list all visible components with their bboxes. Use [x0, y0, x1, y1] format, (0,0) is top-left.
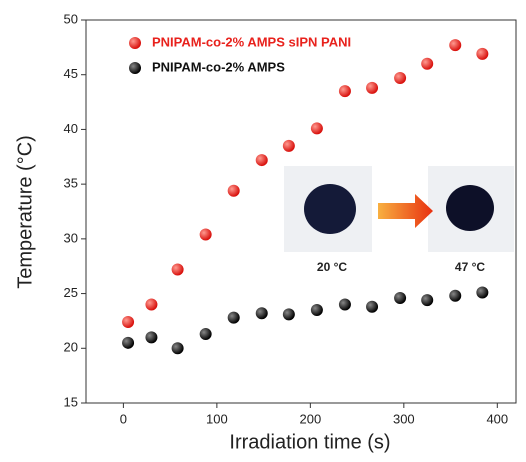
point — [171, 342, 184, 355]
point — [282, 308, 295, 321]
legend-marker — [129, 62, 141, 74]
y-tick-label: 20 — [64, 340, 78, 355]
point — [421, 57, 434, 70]
point — [282, 139, 295, 152]
x-tick-label: 100 — [206, 411, 228, 426]
point — [449, 39, 462, 52]
y-axis-label: Temperature (°C) — [14, 135, 36, 289]
point — [255, 154, 268, 167]
x-tick-label: 300 — [393, 411, 415, 426]
point — [421, 294, 434, 307]
point — [394, 71, 407, 84]
point — [310, 303, 323, 316]
x-axis-label: Irradiation time (s) — [229, 431, 390, 453]
point — [145, 298, 158, 311]
point — [476, 47, 489, 60]
legend-marker — [129, 37, 141, 49]
point — [199, 328, 212, 341]
point — [366, 300, 379, 313]
x-tick-label: 200 — [299, 411, 321, 426]
y-tick-label: 35 — [64, 176, 78, 191]
annotation: 20 °C — [317, 260, 347, 274]
point — [394, 291, 407, 304]
point — [227, 311, 240, 324]
point — [449, 289, 462, 302]
y-tick-label: 50 — [64, 11, 78, 26]
legend-label: PNIPAM-co-2% AMPS — [152, 59, 285, 74]
plot-frame — [85, 19, 517, 404]
y-tick-label: 25 — [64, 285, 78, 300]
x-tick-label: 400 — [486, 411, 508, 426]
point — [199, 228, 212, 241]
y-tick-label: 15 — [64, 394, 78, 409]
point — [122, 316, 135, 329]
point — [476, 286, 489, 299]
x-tick-label: 0 — [120, 411, 127, 426]
point — [338, 298, 351, 311]
point — [310, 122, 323, 135]
point — [227, 184, 240, 197]
point — [255, 307, 268, 320]
point — [171, 263, 184, 276]
annotation: 47 °C — [455, 260, 485, 274]
y-tick-label: 45 — [64, 66, 78, 81]
point — [338, 85, 351, 98]
inset-photo — [284, 166, 514, 252]
point — [145, 331, 158, 344]
point — [122, 336, 135, 349]
point — [366, 81, 379, 94]
y-tick-label: 40 — [64, 121, 78, 136]
legend-label: PNIPAM-co-2% AMPS sIPN PANI — [152, 34, 351, 49]
y-tick-label: 30 — [64, 230, 78, 245]
